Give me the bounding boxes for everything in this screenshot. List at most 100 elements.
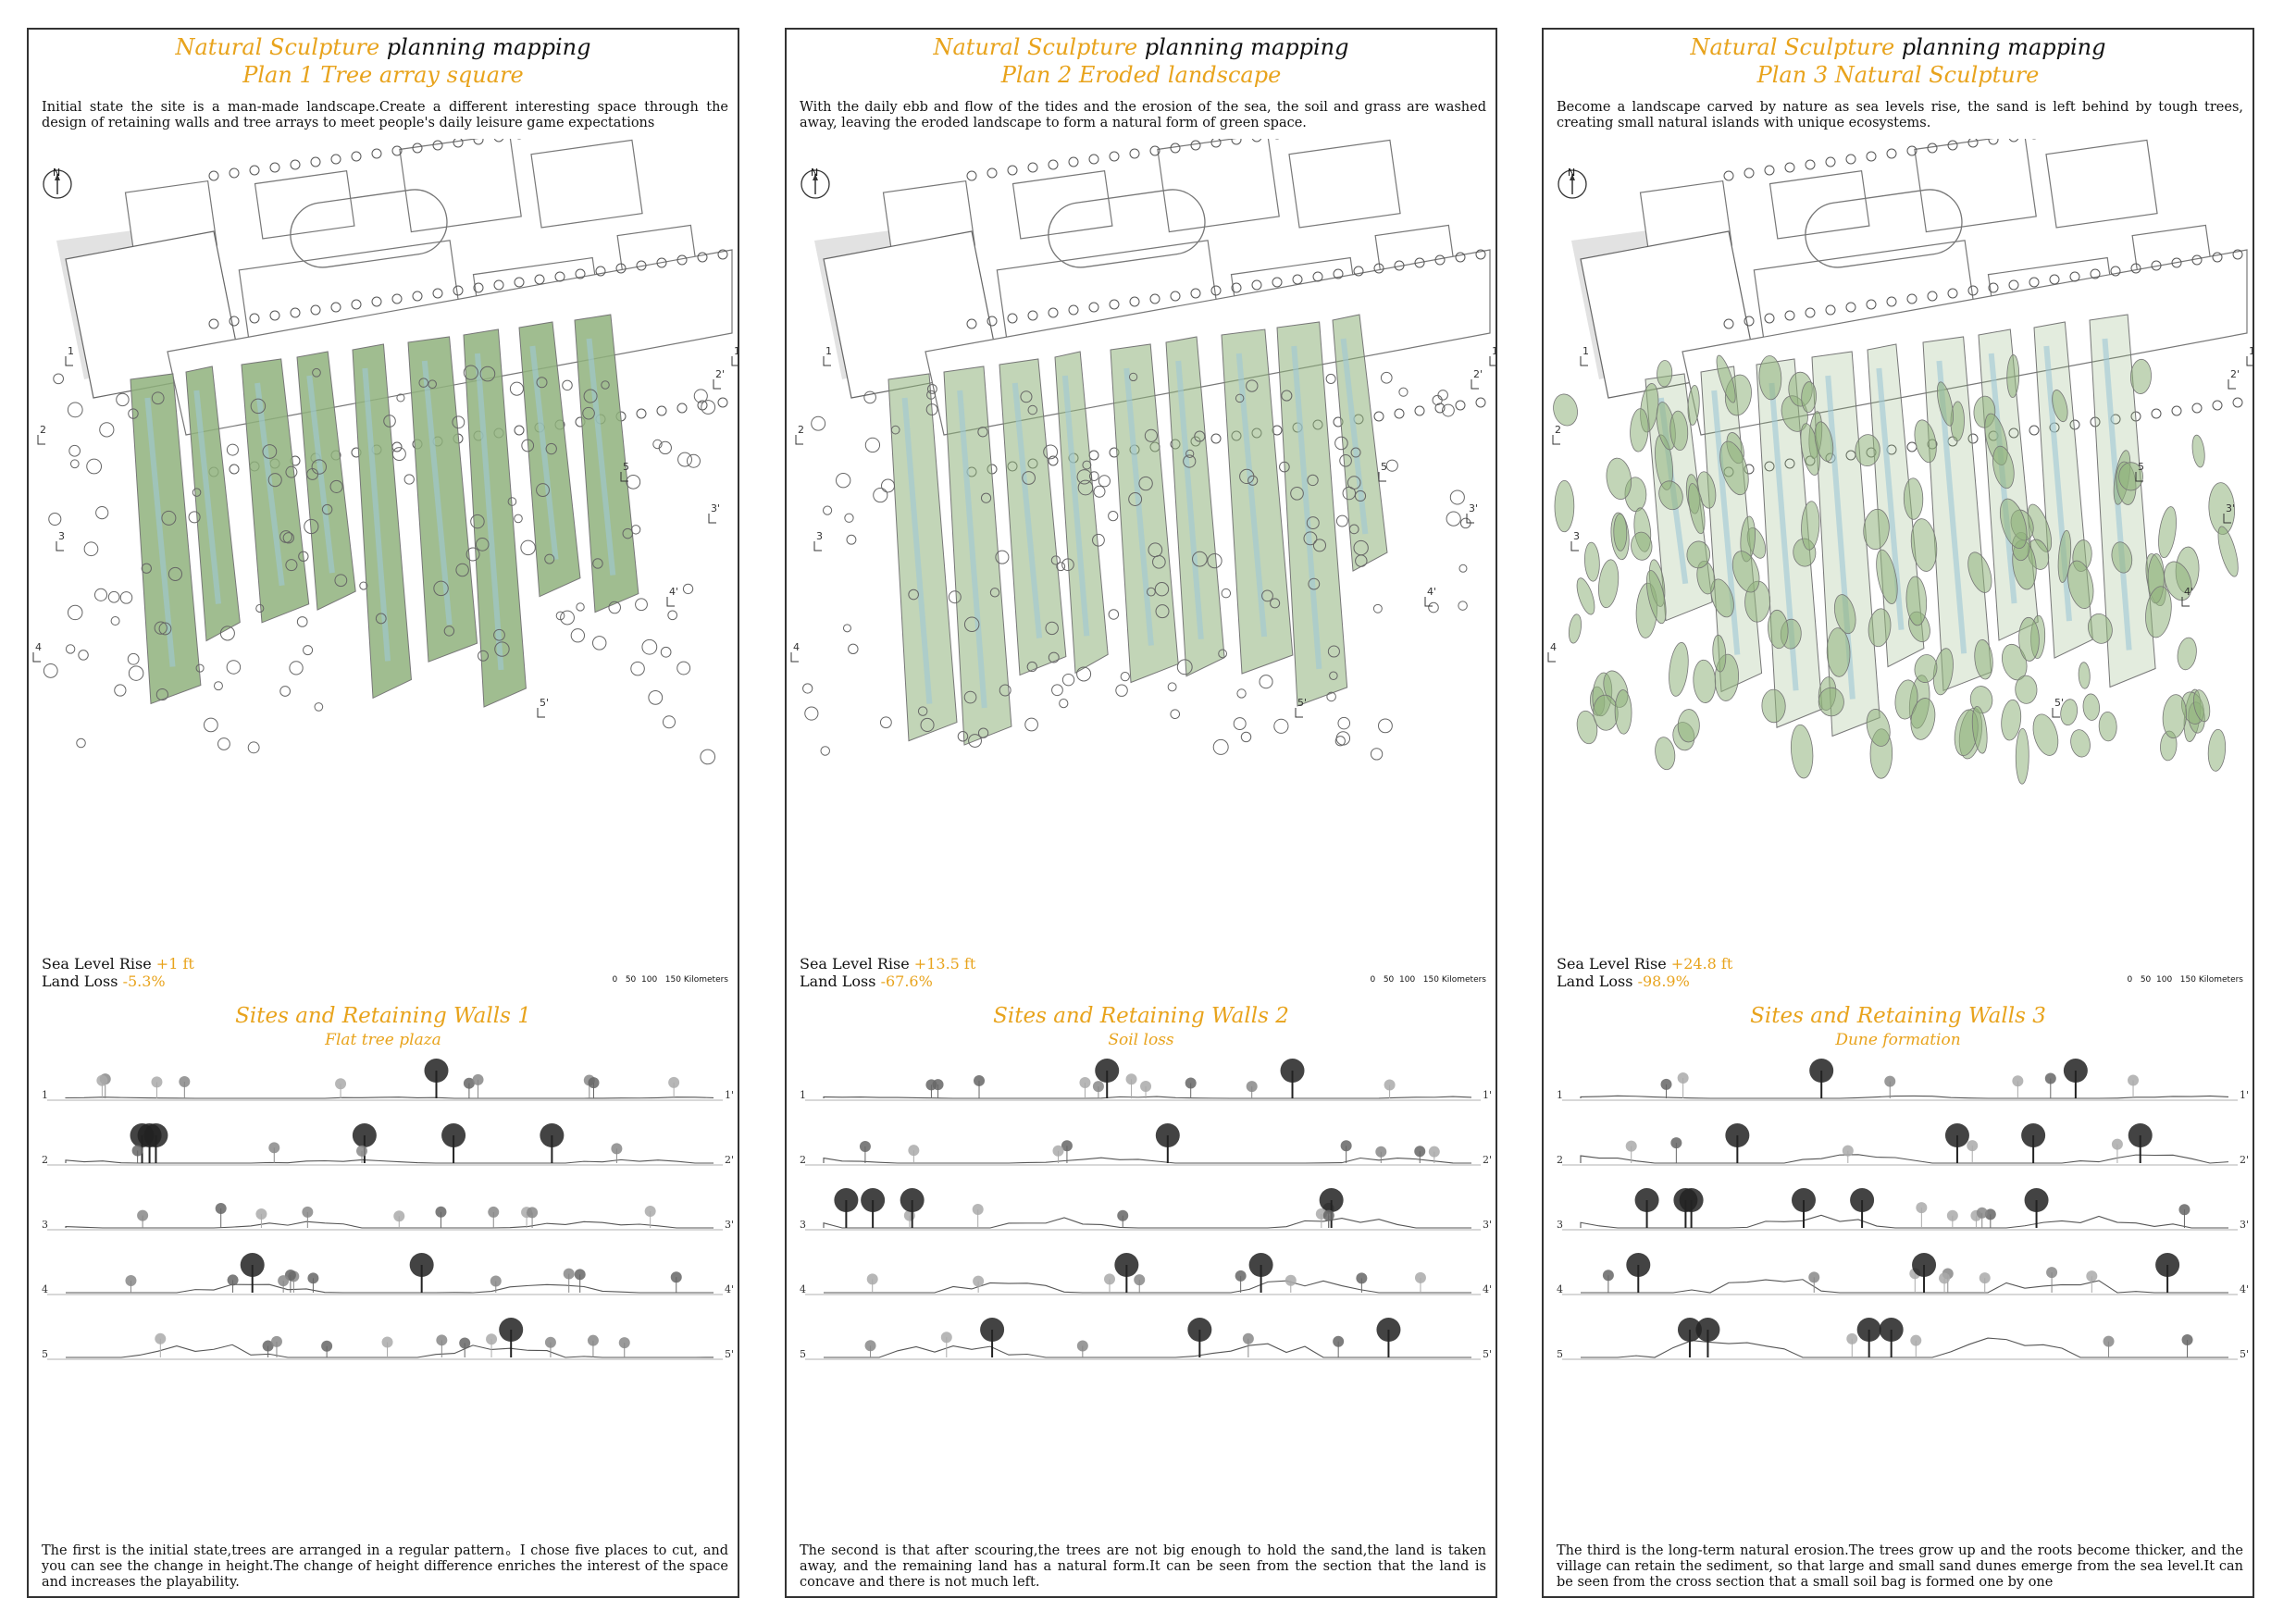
- street-tree: [1967, 285, 1979, 296]
- tree-crown: [900, 1188, 925, 1212]
- tree-symbol: [1334, 736, 1346, 747]
- street-tree: [2191, 403, 2203, 414]
- section-label: 4: [1557, 1283, 1563, 1295]
- tree-symbol: [86, 458, 103, 475]
- section-cut-mark: [1552, 435, 1560, 445]
- tree-crown: [155, 1332, 167, 1344]
- tree-symbol: [1312, 539, 1327, 552]
- street-tree: [534, 274, 545, 285]
- tree-symbol: [917, 706, 928, 716]
- dune-island: [1833, 594, 1856, 635]
- dune-island: [1868, 608, 1892, 648]
- tree-symbol: [820, 746, 830, 756]
- tree-symbol: [247, 741, 260, 754]
- tree-crown: [588, 1077, 600, 1089]
- dune-island: [2193, 689, 2211, 723]
- scale-bar: 0 50 100 150 Kilometers: [612, 975, 728, 985]
- street-tree: [290, 307, 301, 318]
- section-cut-mark: [2228, 379, 2236, 390]
- street-tree: [1190, 288, 1201, 299]
- tree-crown: [302, 1206, 314, 1218]
- tree-crown: [1052, 1145, 1064, 1157]
- dune-island: [1818, 687, 1844, 717]
- dune-island: [2177, 637, 2197, 671]
- tree-crown: [151, 1076, 163, 1088]
- tree-symbol: [701, 400, 716, 415]
- section-cut-mark: [1580, 356, 1588, 366]
- tree-symbol: [128, 665, 144, 681]
- section-label: 2': [1483, 1154, 1492, 1166]
- dune-island: [1855, 434, 1880, 467]
- section-cut-label: 4: [1550, 641, 1557, 653]
- tree-symbol: [1385, 459, 1398, 472]
- tree-symbol: [999, 684, 1011, 697]
- section-cut-mark: [37, 435, 45, 445]
- tree-symbol: [1024, 717, 1038, 732]
- section-label: 3': [2240, 1219, 2249, 1231]
- dune-island: [1687, 384, 1700, 426]
- street-tree: [595, 266, 606, 277]
- dune-island: [1655, 737, 1676, 771]
- water-channel: [1291, 345, 1322, 670]
- tree-symbol: [1337, 716, 1351, 730]
- tree-symbol: [677, 452, 692, 467]
- street-tree: [987, 316, 998, 327]
- street-tree: [1088, 154, 1099, 165]
- street-tree: [2029, 277, 2040, 288]
- tree-symbol: [359, 581, 368, 590]
- tree-symbol: [591, 636, 607, 650]
- street-tree: [1170, 291, 1181, 302]
- tree-crown: [1670, 1137, 1682, 1149]
- tree-symbol: [1235, 393, 1245, 403]
- water-channel: [1123, 367, 1154, 646]
- tree-crown: [527, 1207, 539, 1219]
- tree-crown: [381, 1336, 393, 1348]
- city-block: [530, 139, 643, 229]
- street-tree: [1210, 139, 1222, 148]
- tree-symbol: [925, 403, 938, 415]
- tree-symbol: [478, 650, 489, 662]
- dune-island: [2088, 613, 2113, 644]
- tree-symbol: [1050, 555, 1061, 565]
- street-tree: [1845, 302, 1856, 313]
- street-tree: [1210, 285, 1222, 296]
- tree-crown: [563, 1268, 575, 1280]
- street-tree: [966, 318, 977, 329]
- street-tree: [676, 403, 688, 414]
- tree-symbol: [582, 406, 595, 420]
- tree-symbol: [204, 717, 218, 733]
- section-label: 5': [2240, 1348, 2249, 1360]
- tree-symbol: [977, 727, 989, 738]
- tree-symbol: [428, 379, 437, 390]
- dune-island: [1903, 477, 1924, 520]
- dune-island: [2207, 728, 2227, 772]
- dune-island: [2118, 462, 2143, 491]
- tree-symbol: [879, 716, 892, 729]
- tree-crown: [587, 1334, 599, 1346]
- tree-crown: [499, 1318, 524, 1342]
- section-cut-label: 4': [1427, 586, 1436, 598]
- tree-symbol: [995, 550, 1010, 564]
- street-tree: [473, 282, 484, 293]
- dune-island: [1657, 360, 1673, 388]
- dune-island: [2015, 727, 2029, 785]
- dune-island: [1910, 518, 1938, 572]
- tree-crown: [459, 1337, 471, 1349]
- city-block: [1288, 139, 1401, 229]
- dune-island: [1693, 659, 1717, 703]
- street-tree: [1068, 304, 1079, 316]
- tree-symbol: [1449, 489, 1465, 505]
- tree-symbol: [1027, 404, 1038, 415]
- tree-symbol: [282, 532, 294, 544]
- street-tree: [310, 304, 321, 316]
- tree-symbol: [1432, 394, 1443, 406]
- street-tree: [269, 310, 280, 321]
- section-cut-label: 2: [40, 424, 46, 436]
- tree-symbol: [630, 525, 641, 535]
- tree-crown: [668, 1076, 680, 1088]
- street-tree: [1886, 296, 1897, 307]
- tree-symbol: [262, 444, 278, 459]
- street-tree: [1805, 159, 1816, 170]
- water-channel: [586, 338, 616, 576]
- water-channel: [474, 353, 504, 671]
